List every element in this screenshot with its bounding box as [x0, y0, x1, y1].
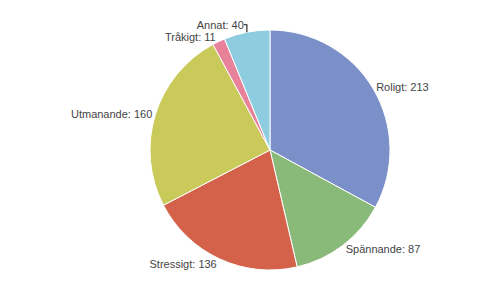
svg-text:Spännande: 87: Spännande: 87 — [346, 243, 421, 255]
svg-text:Stressigt: 136: Stressigt: 136 — [149, 258, 216, 270]
svg-text:Roligt: 213: Roligt: 213 — [376, 81, 429, 93]
svg-text:Annat: 40: Annat: 40 — [197, 19, 244, 31]
svg-text:Tråkigt: 11: Tråkigt: 11 — [165, 31, 216, 43]
svg-text:Utmanande: 160: Utmanande: 160 — [71, 108, 152, 120]
